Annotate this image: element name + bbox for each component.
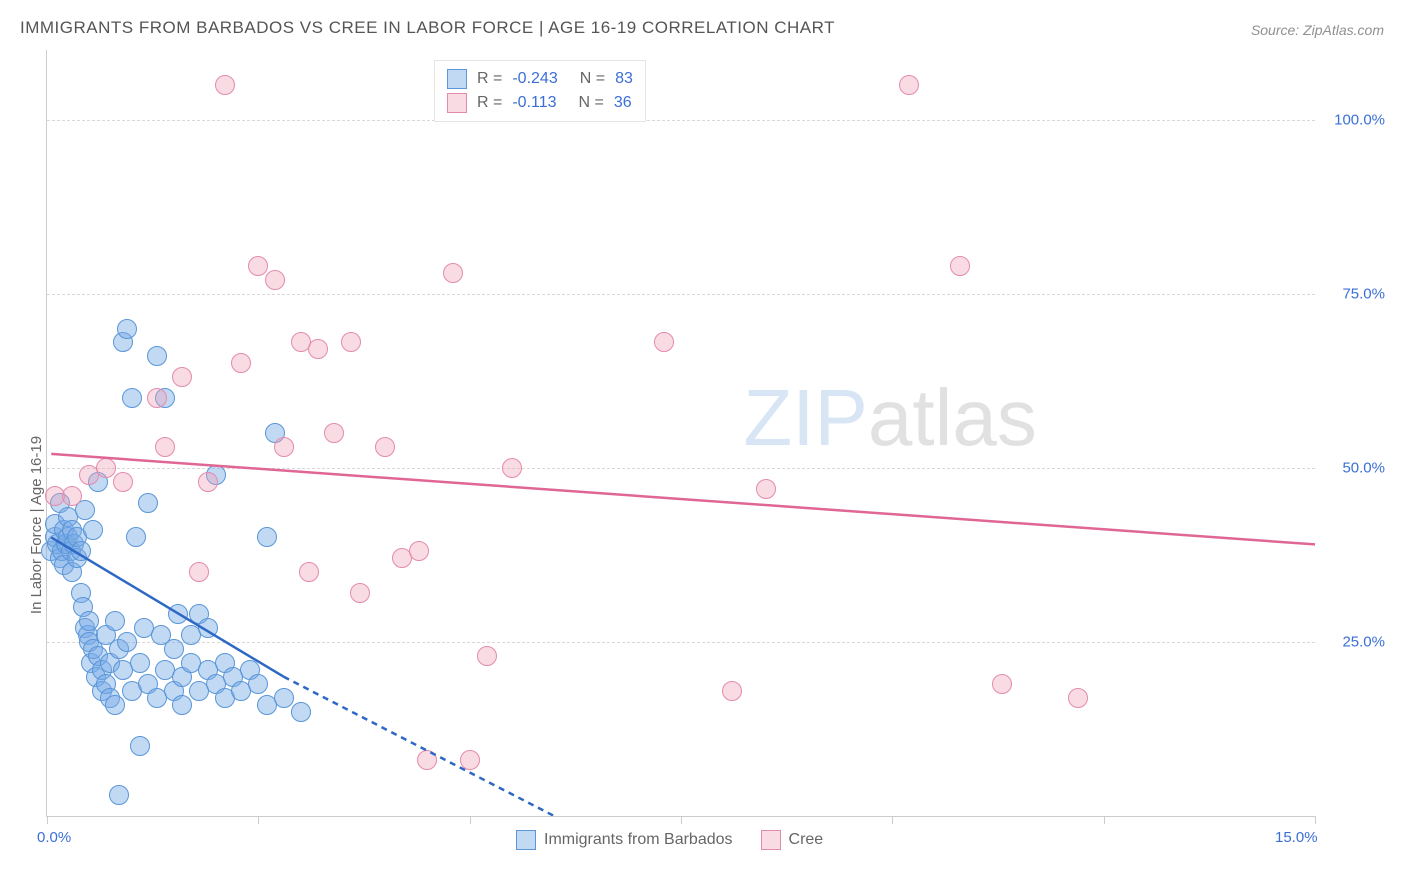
data-point [189,562,209,582]
data-point [756,479,776,499]
legend-stat-row: R = -0.243N = 83 [447,67,633,91]
data-point [409,541,429,561]
x-tick [258,816,259,824]
data-point [198,618,218,638]
data-point [117,319,137,339]
data-point [460,750,480,770]
data-point [1068,688,1088,708]
y-tick-label: 50.0% [1325,459,1385,476]
data-point [477,646,497,666]
data-point [274,688,294,708]
data-point [299,562,319,582]
data-point [274,437,294,457]
y-tick-label: 75.0% [1325,285,1385,302]
data-point [164,639,184,659]
data-point [147,388,167,408]
x-tick [681,816,682,824]
data-point [265,270,285,290]
data-point [198,472,218,492]
data-point [155,437,175,457]
data-point [122,388,142,408]
data-point [215,75,235,95]
y-tick-label: 100.0% [1325,111,1385,128]
correlation-legend: R = -0.243N = 83R = -0.113N = 36 [434,60,646,122]
data-point [71,541,91,561]
data-point [172,367,192,387]
data-point [109,785,129,805]
y-axis-label: In Labor Force | Age 16-19 [28,436,45,614]
data-point [62,486,82,506]
data-point [105,611,125,631]
data-point [248,674,268,694]
data-point [248,256,268,276]
legend-item: Cree [761,830,824,850]
data-point [83,520,103,540]
gridline [47,294,1315,295]
data-point [899,75,919,95]
data-point [168,604,188,624]
gridline [47,120,1315,121]
data-point [113,472,133,492]
x-tick [892,816,893,824]
data-point [341,332,361,352]
gridline [47,468,1315,469]
data-point [117,632,137,652]
source-attribution: Source: ZipAtlas.com [1251,22,1384,38]
data-point [231,353,251,373]
data-point [138,493,158,513]
chart-title: IMMIGRANTS FROM BARBADOS VS CREE IN LABO… [20,18,835,38]
x-tick [47,816,48,824]
data-point [992,674,1012,694]
y-tick-label: 25.0% [1325,633,1385,650]
data-point [654,332,674,352]
data-point [126,527,146,547]
data-point [257,527,277,547]
trend-lines [47,50,1315,816]
x-tick [470,816,471,824]
x-tick [1104,816,1105,824]
x-tick-label: 0.0% [37,829,71,846]
x-tick-label: 15.0% [1275,829,1318,846]
series-legend: Immigrants from Barbados Cree [516,830,823,850]
data-point [417,750,437,770]
data-point [502,458,522,478]
data-point [375,437,395,457]
legend-item: Immigrants from Barbados [516,830,733,850]
data-point [950,256,970,276]
data-point [130,653,150,673]
data-point [79,611,99,631]
data-point [443,263,463,283]
data-point [130,736,150,756]
plot-area: 25.0%50.0%75.0%100.0%0.0%15.0% [46,50,1315,817]
data-point [172,695,192,715]
data-point [350,583,370,603]
gridline [47,642,1315,643]
data-point [105,695,125,715]
data-point [96,458,116,478]
data-point [324,423,344,443]
data-point [308,339,328,359]
data-point [722,681,742,701]
legend-stat-row: R = -0.113N = 36 [447,91,633,115]
data-point [291,702,311,722]
x-tick [1315,816,1316,824]
data-point [147,346,167,366]
